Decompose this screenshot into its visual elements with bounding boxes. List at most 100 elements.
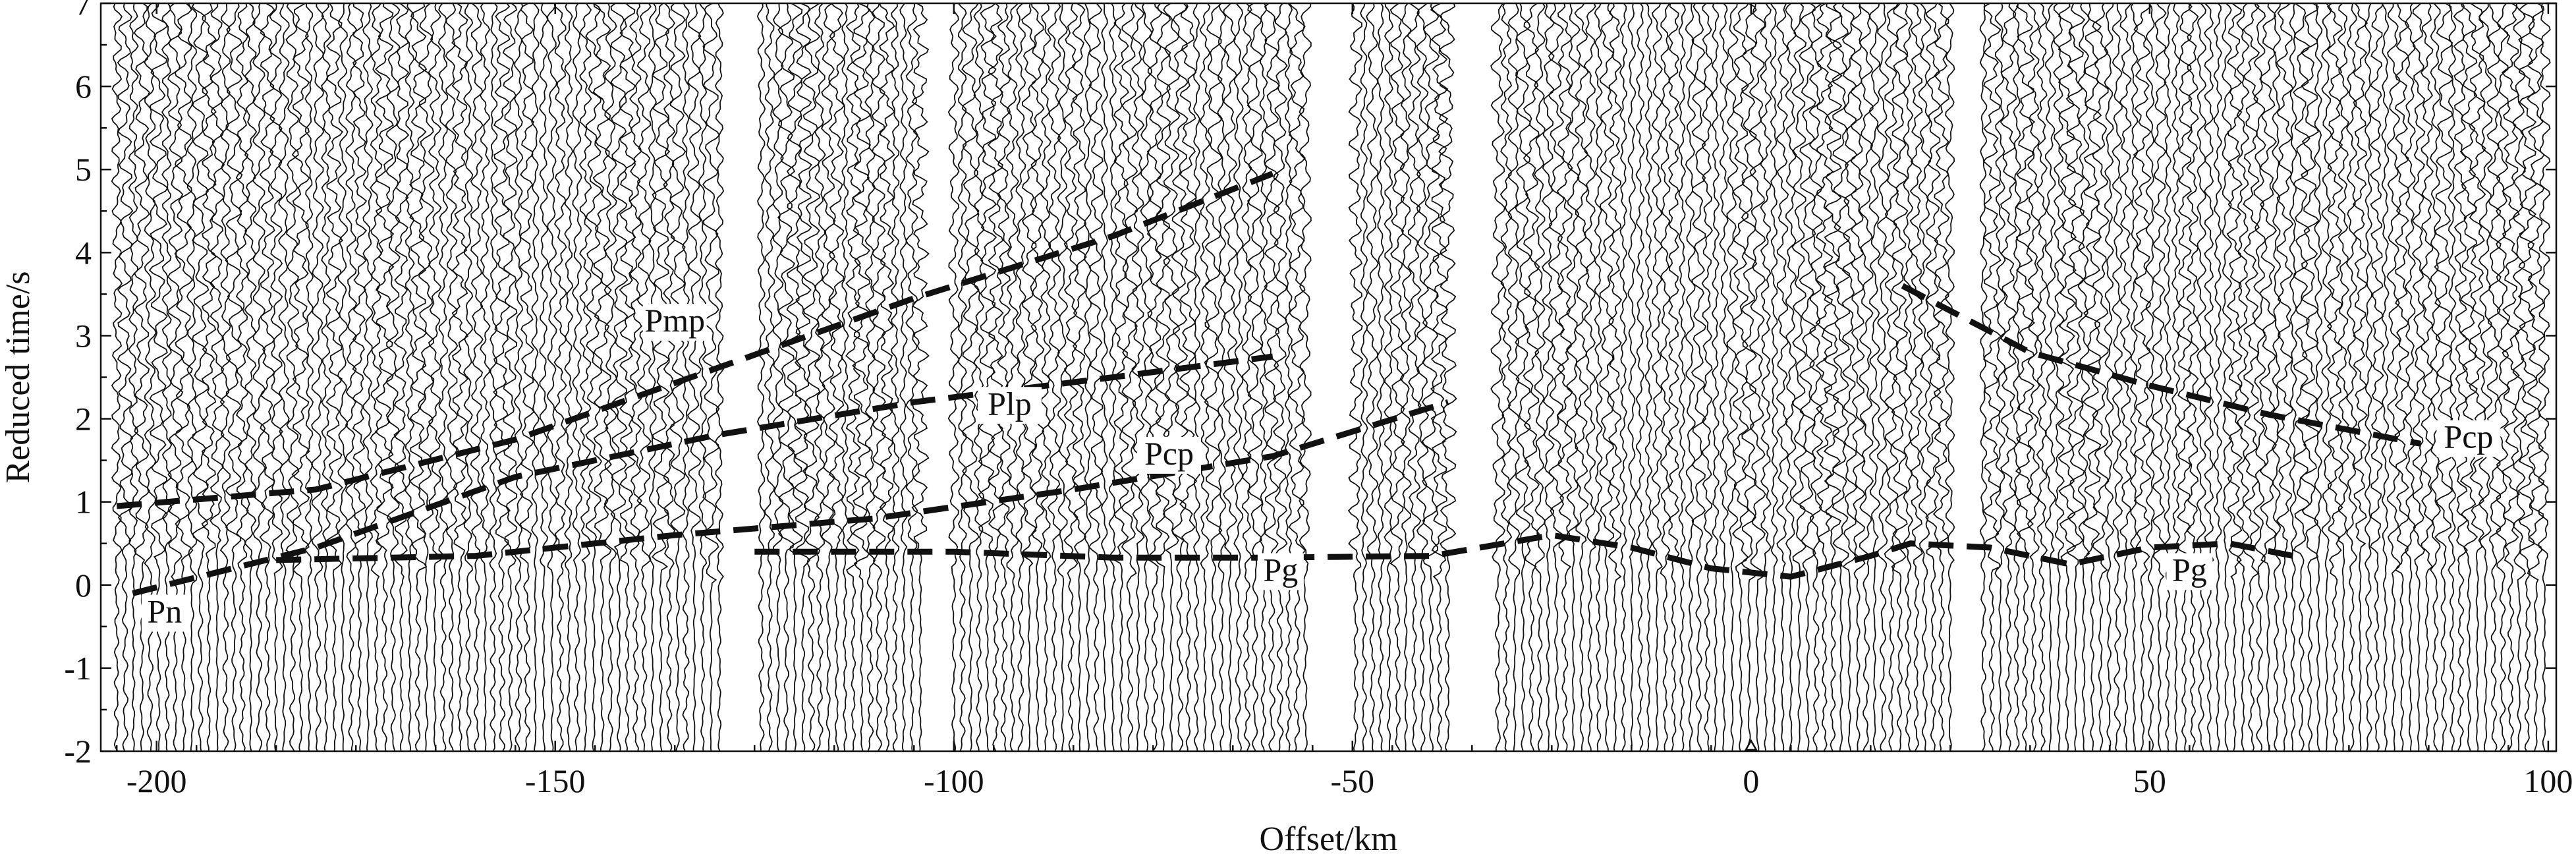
seismic-trace [2314,3,2323,752]
seismic-trace [572,3,582,752]
seismic-trace [852,3,872,752]
seismic-trace [244,3,258,752]
phase-labels: Pmp Plp Pcp Pn Pg Pg Pcp [141,302,2501,632]
seismic-trace [1791,3,1807,751]
phase-label-pmp: Pmp [644,302,705,339]
seismic-trace [1288,3,1306,752]
seismic-trace [1635,3,1645,752]
seismic-trace [210,3,225,752]
seismic-trace [1162,3,1181,752]
seismic-trace [201,3,217,752]
seismic-trace [1799,3,1816,752]
seismic-trace [259,3,275,752]
seismic-trace [2527,3,2545,752]
seismic-trace [578,3,592,752]
seismic-trace [987,3,1004,752]
seismic-trace [1868,3,1881,752]
phase-label-box [642,304,707,341]
seismic-trace [2077,3,2090,752]
seismic-trace [479,3,491,752]
seismic-trace [2015,3,2036,752]
seismic-trace [1583,3,1596,752]
seismic-trace [2292,3,2310,752]
seismic-trace [1815,3,1834,752]
seismic-trace [1430,3,1449,752]
seismic-trace [2352,3,2368,752]
seismic-trace [1541,3,1555,752]
seismic-trace [2468,3,2486,752]
seismic-trace [489,3,498,752]
x-tick-label: -100 [924,762,984,799]
seismic-trace [619,3,636,752]
seismic-trace [2104,3,2115,752]
seismic-trace [1566,3,1581,752]
seismic-trace [1131,3,1145,752]
seismic-trace [370,3,383,752]
seismic-trace [144,3,157,752]
seismic-trace [352,3,368,752]
seismic-trace [1719,3,1729,752]
seismic-trace [961,3,980,752]
seismic-trace [2000,3,2018,752]
seismic-trace [2177,3,2193,752]
x-tick-label: 100 [2523,762,2573,799]
seismic-trace [1171,3,1189,752]
y-tick-label: 3 [75,317,92,354]
phase-curves [116,171,2422,596]
y-tick-label: 5 [75,151,92,188]
seismic-trace [1083,3,1092,752]
seismic-trace [610,3,629,752]
seismic-trace [1490,3,1506,752]
seismic-trace [1903,3,1914,752]
seismic-trace [1063,3,1078,752]
seismic-trace [1619,3,1628,752]
seismic-trace [2517,3,2538,752]
seismic-trace [2381,3,2390,752]
seismic-trace [786,3,804,752]
seismic-trace [2186,3,2200,752]
seismic-trace [1685,3,1696,751]
seismic-trace [225,3,243,752]
phase-label-box [141,594,188,632]
seismic-trace [2364,3,2373,752]
seismic-trace [2429,3,2442,752]
seismic-trace [117,3,134,752]
seismic-trace [2226,3,2243,752]
seismic-trace [2253,3,2266,752]
seismic-trace [1071,3,1087,752]
seismic-trace [2369,3,2384,752]
seismic-trace [2326,3,2343,752]
seismic-trace [408,3,428,752]
seismic-trace [1667,3,1680,752]
seismic-trace [864,3,876,752]
seismic-trace [1347,3,1364,752]
phase-label-box [2166,553,2213,590]
seismic-trace [1030,3,1045,752]
seismic-trace [531,3,540,752]
seismic-trace [393,3,410,752]
seismic-trace [2204,3,2214,752]
seismic-trace [1217,3,1227,752]
seismic-trace [1832,3,1851,752]
seismic-trace [445,3,459,752]
seismic-trace [539,3,549,752]
phase-label-box [2436,420,2501,457]
seismic-trace [1121,3,1138,752]
seismic-trace [1982,3,2002,752]
seismic-trace [814,3,826,752]
seismic-trace [2092,3,2110,752]
seismic-traces [111,3,2551,752]
seismic-trace [437,3,449,752]
x-tick-label: -200 [126,762,187,799]
seismic-trace [1179,3,1198,751]
seismic-trace [911,3,930,752]
seismic-trace [1932,3,1951,752]
seismic-trace [1918,3,1932,752]
seismic-trace [1776,3,1789,752]
phase-label-pg: Pg [2172,551,2207,588]
seismic-trace [820,3,836,752]
seismic-trace [2512,3,2527,752]
phase-label-box [1136,436,1201,474]
seismic-trace [2036,3,2048,752]
seismic-trace [2337,3,2350,752]
